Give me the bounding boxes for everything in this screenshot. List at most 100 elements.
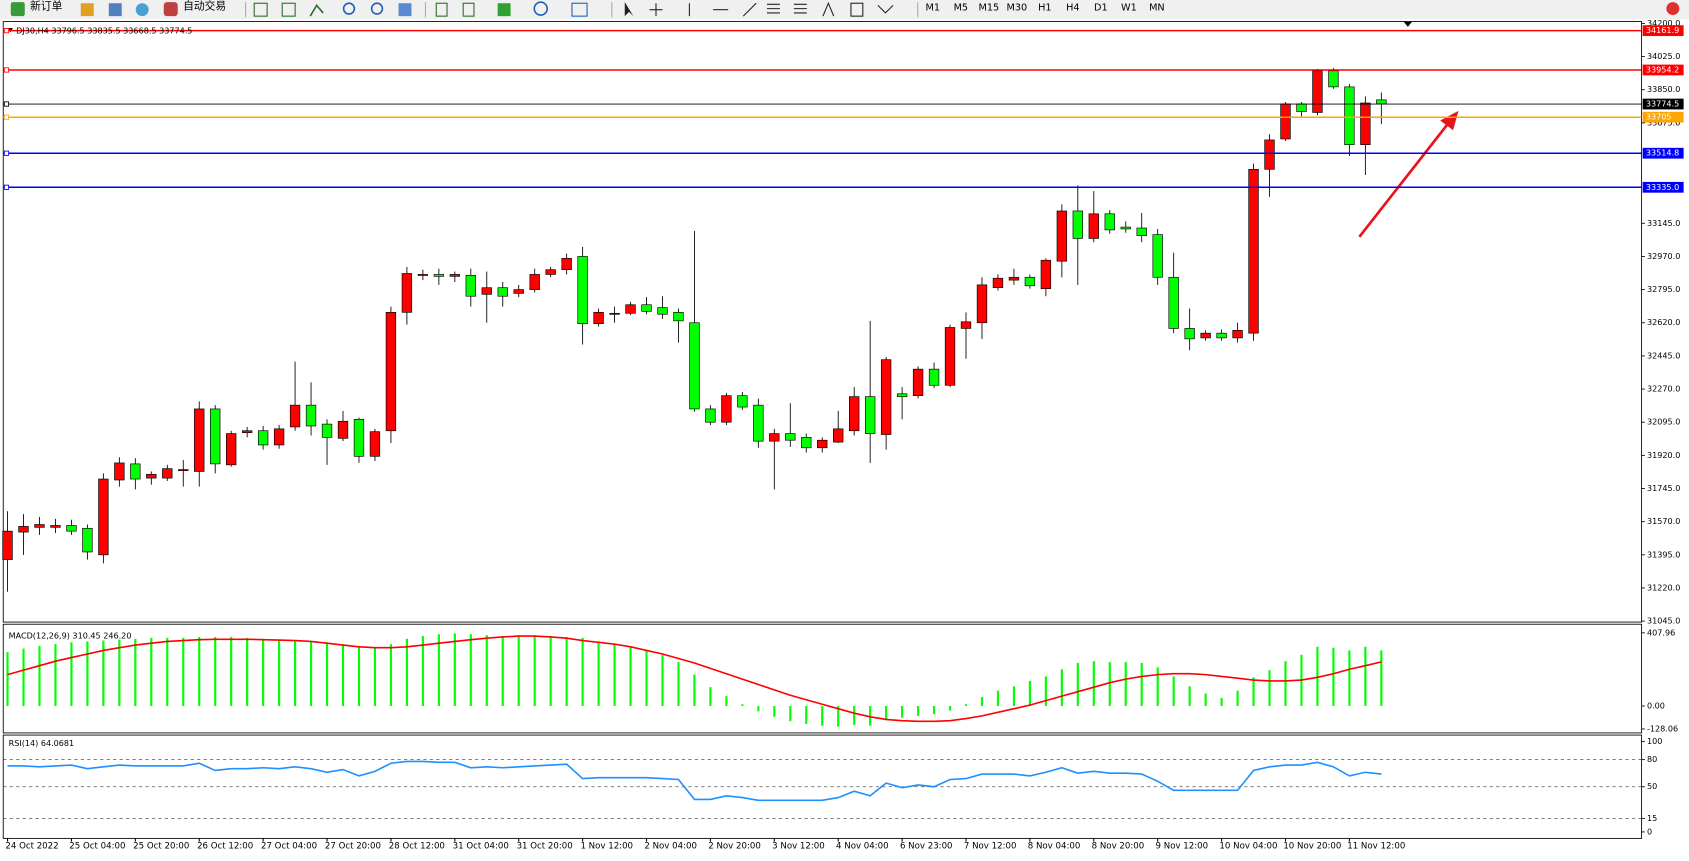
new-order-button[interactable]: 新订单 [10,0,63,17]
icon[interactable] [571,2,588,17]
timeframe-button[interactable]: M1 [926,3,941,14]
price-line-handle [3,28,10,34]
price-line-handle [3,101,10,107]
icon[interactable] [649,3,663,17]
macd-bar [661,654,664,707]
candle-body [1136,227,1147,236]
x-tick-label: 24 Oct 2022 [5,841,58,851]
price-label: 33335.0 [1646,183,1679,192]
candle-body [114,462,125,481]
macd-bar [1092,661,1095,707]
icon[interactable] [497,3,511,17]
x-tick-label: 10 Nov 04:00 [1219,841,1277,851]
y-tick-label: 32270.0 [1647,385,1680,394]
candle-body [321,423,333,438]
candle-body [1360,102,1371,145]
macd-bar [533,635,536,707]
candle-body [417,274,429,276]
candle-body [1216,332,1227,339]
arrow-head [1440,110,1459,131]
candle-body [1152,234,1163,278]
price-label: 33954.2 [1646,65,1679,74]
icon[interactable] [435,2,448,17]
timeframe-button[interactable]: W1 [1121,3,1137,14]
price-label: 33514.8 [1646,149,1679,158]
candle-body [34,524,45,528]
candle-body [561,258,572,271]
candle-body [273,428,285,446]
candle-body [1328,70,1339,88]
macd-bar [581,637,584,707]
candle-body [1088,213,1099,239]
timeframe-button[interactable]: MN [1149,3,1165,14]
candle-body [1120,226,1131,230]
macd-bar [901,706,904,718]
macd-bar [22,648,25,707]
icon[interactable] [1666,2,1680,16]
x-tick-label: 31 Oct 20:00 [517,841,573,851]
icon[interactable] [766,3,780,14]
timeframe-button[interactable]: M30 [1006,3,1027,14]
icon[interactable] [253,2,268,17]
icon[interactable] [850,2,864,17]
main-frame [2,21,1643,623]
timeframe-button[interactable]: D1 [1094,3,1108,14]
macd-bar [885,706,888,721]
icon[interactable] [462,2,475,17]
candle-body [1040,259,1052,289]
candle-body [1056,210,1068,262]
x-tick-label: 9 Nov 12:00 [1156,841,1209,851]
timeframe-button[interactable]: M5 [954,3,969,14]
macd-bar [150,637,153,707]
y-tick-label: 80 [1647,755,1657,764]
icon[interactable] [398,3,412,17]
auto-trading-button[interactable]: 自动交易 [163,0,226,17]
y-tick-label: 34200.0 [1647,19,1680,28]
icon[interactable] [793,3,807,14]
icon[interactable] [822,1,835,17]
candle-body [593,312,604,325]
icon[interactable] [877,5,894,14]
candle-body [210,408,221,465]
icon[interactable] [108,3,122,17]
macd-bar [1252,677,1255,707]
candle-body [226,433,237,466]
chart-title: DJ30,H4 33796.5 33835.5 33668.5 33774.5 [16,27,192,36]
icon[interactable] [370,2,384,15]
timeframe-button[interactable]: M15 [978,3,999,14]
candle-body [912,368,924,397]
macd-bar [469,634,472,707]
macd-bar [1044,676,1047,707]
auto-trading-label: 自动交易 [183,0,226,12]
macd-bar [1060,669,1063,707]
candle-body [513,289,524,294]
icon[interactable] [624,2,634,17]
candle-body [1008,276,1020,281]
timeframe-button[interactable]: H1 [1038,3,1051,14]
timeframe-button[interactable]: H4 [1066,3,1079,14]
macd-bar [309,641,313,707]
macd-bar [501,636,504,707]
candle-body [529,274,540,290]
y-tick-label: 31920.0 [1647,451,1680,460]
arrow-shaft [1358,121,1450,238]
icon[interactable] [80,3,94,17]
macd-bar [389,644,393,707]
candle-body [497,287,508,297]
macd-bar [102,640,105,707]
macd-bar [821,706,824,726]
icon[interactable] [742,2,757,17]
candle-body [992,277,1004,289]
candle-body [353,419,365,457]
y-tick-label: 32445.0 [1647,351,1680,360]
candle-body [289,404,301,428]
macd-bar [1140,662,1143,707]
icon[interactable] [309,4,324,17]
icon[interactable] [135,3,149,17]
icon[interactable] [533,1,549,16]
icon[interactable] [281,2,296,17]
candle-body [896,393,908,397]
icon[interactable] [342,2,356,15]
macd-bar [1220,697,1223,707]
